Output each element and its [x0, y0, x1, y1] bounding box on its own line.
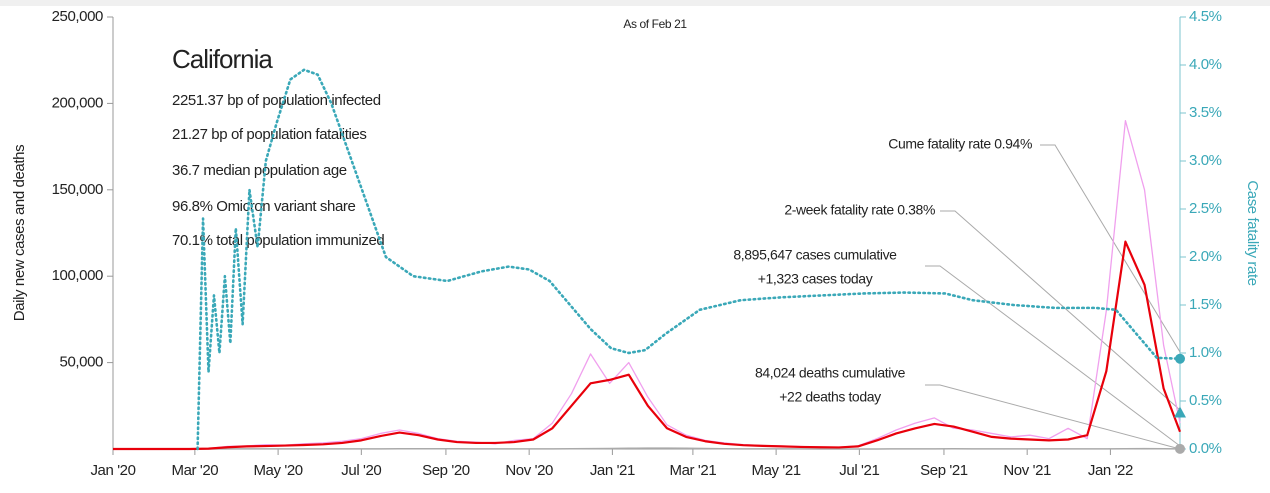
y2-tick-label: 0.0% — [1189, 440, 1222, 457]
annotation: 2-week fatality rate 0.38% — [784, 202, 935, 218]
x-tick-label: Nov '20 — [505, 462, 553, 479]
y2-tick-label: 3.5% — [1189, 104, 1222, 121]
y2-tick-label: 4.0% — [1189, 56, 1222, 73]
x-tick-label: May '21 — [751, 462, 800, 479]
leader-lines — [925, 144, 1181, 450]
annotation: 84,024 deaths cumulative — [755, 365, 906, 381]
annotation: 8,895,647 cases cumulative — [733, 247, 897, 263]
y2-tick-label: 2.0% — [1189, 248, 1222, 265]
y-tick-label: 250,000 — [52, 8, 103, 25]
x-tick-label: Sep '20 — [422, 462, 470, 479]
y-tick-label: 150,000 — [52, 181, 103, 198]
leader-line — [925, 384, 1181, 450]
stat: 70.1% total population immunized — [172, 232, 384, 249]
y2-tick-label: 1.0% — [1189, 344, 1222, 361]
y2-tick-label: 1.5% — [1189, 296, 1222, 313]
annotation: Cume fatality rate 0.94% — [888, 136, 1032, 152]
series-line — [196, 68, 1182, 451]
leader-line — [925, 265, 1181, 447]
x-tick-label: Mar '20 — [171, 462, 218, 479]
leader-line — [940, 210, 1181, 411]
x-tick-label: Nov '21 — [1003, 462, 1051, 479]
x-tick-label: Mar '21 — [670, 462, 717, 479]
x-tick-label: Jul '21 — [839, 462, 879, 479]
x-tick-label: Jan '22 — [1088, 462, 1133, 479]
end-marker — [1175, 443, 1185, 454]
leader-line — [1040, 144, 1181, 353]
stat: 21.27 bp of population fatalities — [172, 126, 366, 143]
y-tick-label: 50,000 — [60, 354, 104, 371]
series-line — [113, 447, 1181, 450]
annotation: +1,323 cases today — [758, 271, 873, 287]
subtitle: As of Feb 21 — [623, 17, 687, 31]
y2-tick-label: 4.5% — [1189, 8, 1222, 25]
top-bar — [0, 0, 1270, 6]
y2-axis-label: Case fatality rate — [1244, 180, 1261, 285]
y-tick-label: 200,000 — [52, 94, 103, 111]
x-tick-label: Jan '20 — [90, 462, 135, 479]
annotation: +22 deaths today — [779, 389, 881, 405]
y2-tick-label: 0.5% — [1189, 392, 1222, 409]
region-title: California — [172, 44, 273, 74]
x-tick-label: Sep '21 — [920, 462, 968, 479]
series-line — [113, 240, 1182, 451]
y2-tick-label: 2.5% — [1189, 200, 1222, 217]
two-week-marker — [1174, 406, 1186, 418]
x-tick-label: Jan '21 — [590, 462, 635, 479]
x-tick-label: May '20 — [253, 462, 302, 479]
stat: 36.7 median population age — [172, 162, 347, 179]
stat: 96.8% Omicron variant share — [172, 198, 356, 215]
end-marker — [1175, 353, 1185, 364]
x-tick-label: Jul '20 — [341, 462, 381, 479]
y2-tick-label: 3.0% — [1189, 152, 1222, 169]
stat: 2251.37 bp of population infected — [172, 92, 381, 109]
y-axis-label: Daily new cases and deaths — [11, 145, 28, 321]
y-tick-label: 100,000 — [52, 267, 103, 284]
